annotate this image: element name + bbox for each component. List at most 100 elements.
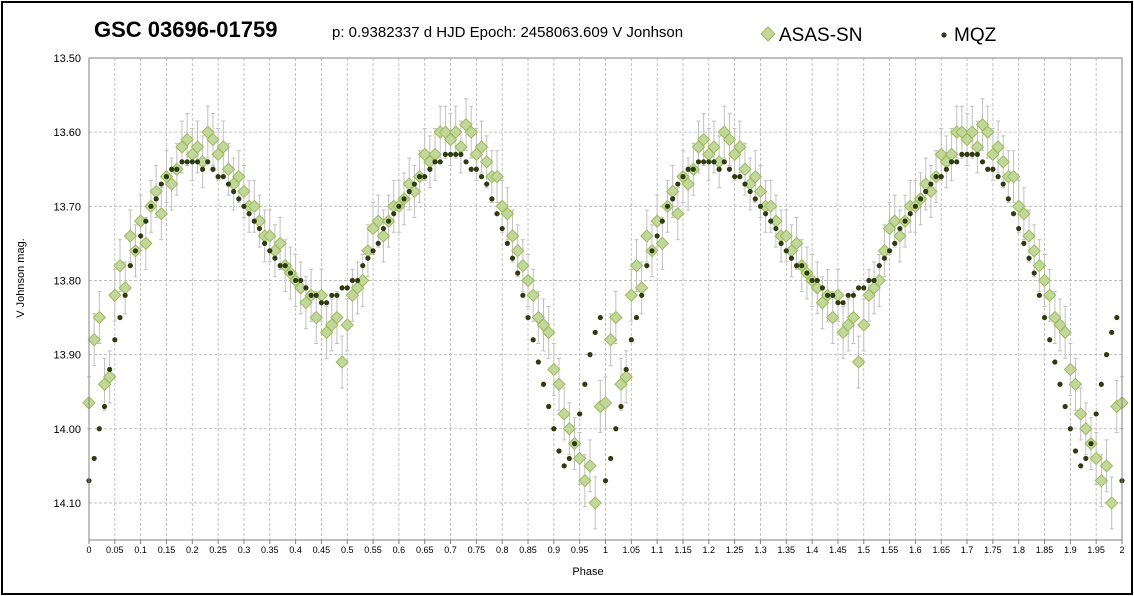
mqz-point [1098,381,1104,387]
y-tick-labels: 13.50 13.60 13.70 13.80 13.90 14.00 14.10 [53,53,81,510]
x-tick-label: 1.65 [932,545,950,555]
mqz-point [928,181,934,187]
mqz-point [323,300,330,306]
mqz-point [484,181,490,187]
x-tick-label: 1.9 [1064,545,1077,555]
asas-sn-point [190,140,205,154]
mqz-point [349,277,356,284]
mqz-point [148,203,154,209]
legend-mqz-label: MQZ [954,25,997,46]
asas-sn-point [221,162,236,176]
mqz-point [1010,211,1017,217]
x-tick-label: 1.05 [623,545,641,555]
mqz-series [86,151,1125,484]
mqz-point [117,314,123,321]
asas-sn-point [888,214,902,228]
asas-sn-point [1017,207,1031,221]
mqz-point [1062,403,1068,410]
x-tick-label: 0.05 [106,545,124,555]
asas-sn-point [464,125,478,139]
mqz-point [194,159,201,165]
mqz-point [855,285,862,291]
asas-sn-point [1104,496,1119,510]
asas-sn-point [113,258,127,273]
mqz-point [959,151,965,157]
mqz-point [499,225,505,232]
asas-sn-point [851,355,866,369]
asas-sn-point [516,258,530,273]
mqz-point [370,248,376,254]
mqz-point [788,255,795,261]
x-tick-label: 0.95 [571,545,589,555]
mqz-point [251,218,257,224]
mqz-point [122,292,128,298]
x-tick-labels: 0 0.05 0.1 0.15 0.2 0.25 0.3 0.35 0.4 0.45 0.5 0.55… [86,545,1124,555]
mqz-point [690,166,696,172]
asas-sn-point [893,229,907,243]
x-tick-label: 0.3 [238,545,251,555]
asas-sn-point [629,258,644,273]
mqz-point [205,159,211,165]
mqz-point [520,292,526,298]
mqz-point [850,292,857,298]
mqz-point [422,174,428,180]
mqz-point [447,151,454,157]
mqz-point [757,203,764,209]
asas-sn-point [609,310,623,325]
mqz-point [112,337,118,343]
asas-sn-point [139,236,153,251]
mqz-point [220,174,226,180]
mqz-point [535,359,541,365]
mqz-point [819,285,826,291]
asas-sn-point [655,236,670,251]
mqz-point [101,403,108,410]
mqz-point [840,300,846,306]
mqz-point [794,263,800,269]
mqz-point [654,233,660,239]
y-tick-label: 13.60 [53,127,81,139]
asas-sn-point [981,125,995,139]
asas-sn-point [541,325,556,340]
asas-sn-point [154,207,169,221]
x-tick-label: 1.35 [778,545,796,555]
mqz-point [964,151,970,157]
mqz-point [437,159,443,165]
mqz-point [380,225,387,232]
x-tick-label: 1.2 [703,545,716,555]
x-tick-label: 1.95 [1087,545,1105,555]
mqz-point [917,196,924,202]
mqz-point [866,277,872,284]
asas-sn-point [1037,273,1052,288]
x-tick-label: 1 [603,545,608,555]
mqz-point [664,203,671,209]
asas-sn-point [1027,244,1041,258]
mqz-point [360,263,366,269]
x-tick-label: 1.8 [1012,545,1025,555]
mqz-point [236,196,242,202]
mqz-point [406,188,412,195]
x-tick-label: 0 [86,545,91,555]
mqz-point [287,270,294,276]
legend-asas-label: ASAS-SN [779,25,862,46]
mqz-point [158,181,164,187]
asas-sn-point [164,177,179,191]
x-axis-label: Phase [572,566,603,578]
mqz-point [1052,359,1058,365]
asas-sn-point [449,125,463,139]
x-tick-label: 0.15 [158,545,176,555]
asas-sn-series [82,118,1129,510]
mqz-point [644,263,650,269]
mqz-point [107,366,113,373]
legend: ASAS-SN MQZ [760,25,997,46]
mqz-point [241,203,247,209]
mqz-point [391,211,397,217]
mqz-point [318,300,325,306]
asas-sn-point [991,140,1005,154]
asas-sn-point [640,229,654,243]
mqz-point [742,181,748,187]
x-tick-label: 0.6 [393,545,406,555]
mqz-point [458,151,464,157]
legend-mqz-marker-icon [941,32,947,38]
asas-sn-point [603,333,618,347]
mqz-point [582,381,588,387]
